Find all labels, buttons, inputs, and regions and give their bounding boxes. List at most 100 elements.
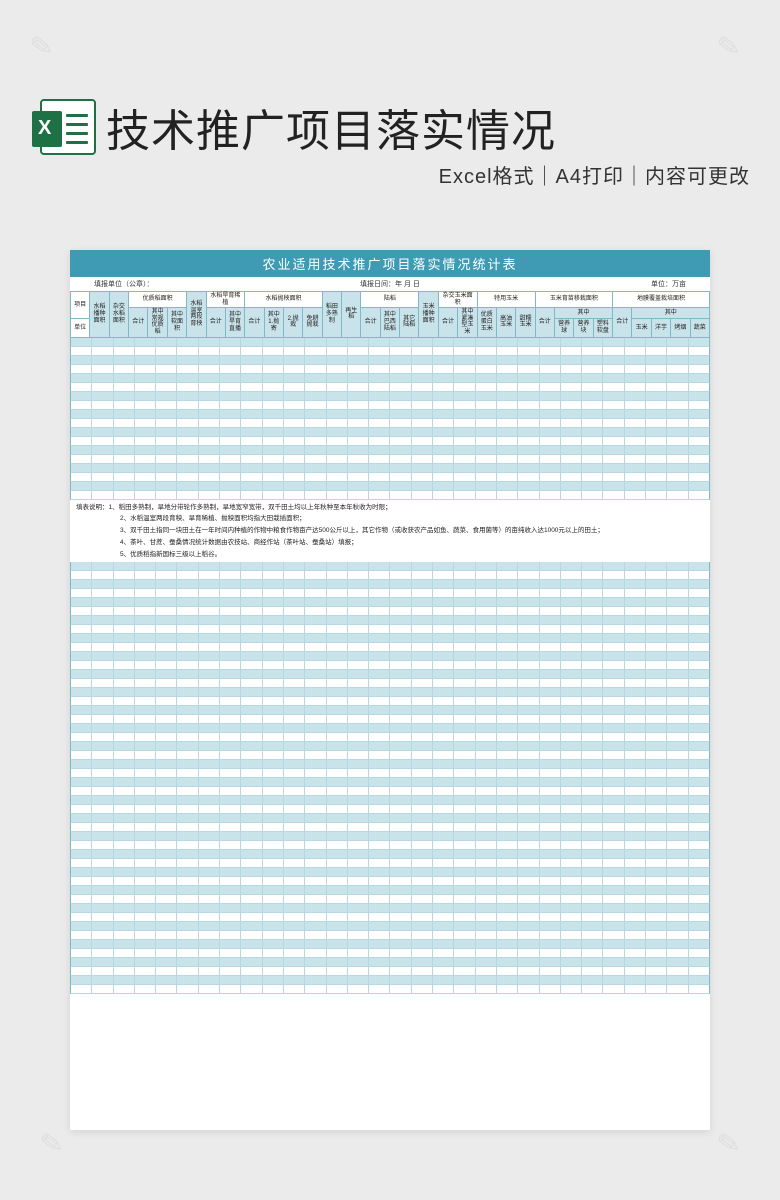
hdr: 其它陆稻	[400, 308, 419, 337]
table-row	[70, 769, 710, 778]
hdr: 免耕抛栽	[303, 308, 322, 337]
table-row	[70, 482, 710, 491]
hdr-unit: 单位	[71, 319, 90, 337]
hdr: 合计	[206, 308, 225, 337]
spreadsheet-preview: 农业适用技术推广项目落实情况统计表 填报单位（公章）： 填报日间：年 月 日 单…	[70, 250, 710, 1130]
table-row	[70, 832, 710, 841]
excel-icon: X	[40, 99, 96, 155]
info-unit: 单位：万亩	[489, 279, 706, 289]
hdr: 特用玉米	[477, 292, 535, 308]
hdr: 其中	[554, 308, 612, 319]
note-text: 4、茶叶、甘蔗、蚕桑情况统计数据由农技站、商经作站（茶叶站、蚕桑站）填报；	[76, 537, 704, 549]
table-row	[70, 958, 710, 967]
table-row	[70, 904, 710, 913]
hdr: 其中1.抛寄	[264, 308, 283, 337]
table-row	[70, 859, 710, 868]
hdr: 蔬菜	[690, 319, 710, 337]
hdr: 地膜覆盖栽培面积	[613, 292, 710, 308]
table-row	[70, 392, 710, 401]
data-rows-top	[70, 338, 710, 500]
table-row	[70, 356, 710, 365]
hdr: 其中软面积	[167, 308, 186, 337]
table-row	[70, 464, 710, 473]
table-row	[70, 419, 710, 428]
hdr: 合计	[613, 308, 632, 337]
hdr: 杂交玉米面积	[438, 292, 477, 308]
table-row	[70, 967, 710, 976]
hdr: 合计	[438, 308, 457, 337]
hdr: 合计	[535, 308, 554, 337]
table-notes: 填表说明：1、稻田多熟制，旱地分带轮作多熟制，旱地宽窄宽带，双千田土均以上年秋种…	[70, 500, 710, 563]
table-row	[70, 410, 710, 419]
table-row	[70, 428, 710, 437]
table-row	[70, 814, 710, 823]
hdr: 合计	[129, 308, 148, 337]
hdr: 2.抛栽	[283, 308, 302, 337]
note-text: 5、优质稻指新国标三级以上稻谷。	[76, 549, 704, 561]
table-row	[70, 571, 710, 580]
hdr: 玉米育苗移栽面积	[535, 292, 612, 308]
hdr: 烤烟	[671, 319, 690, 337]
hdr: 水稻旱育稀植	[206, 292, 245, 308]
hdr-item: 项目	[71, 292, 90, 319]
hdr: 稻田多熟制	[322, 292, 341, 338]
table-row	[70, 733, 710, 742]
notes-label: 填表说明：	[76, 504, 109, 511]
hdr: 其中	[632, 308, 710, 319]
excel-x: X	[38, 117, 51, 140]
table-row	[70, 805, 710, 814]
table-row	[70, 688, 710, 697]
table-row	[70, 841, 710, 850]
table-row	[70, 976, 710, 985]
hdr: 杂交水稻面积	[109, 292, 128, 338]
hdr: 其中紧凑型玉米	[458, 308, 477, 337]
watermark: ✎	[714, 29, 742, 65]
table-row	[70, 634, 710, 643]
table-row	[70, 679, 710, 688]
table-row	[70, 895, 710, 904]
watermark: ✎	[28, 29, 56, 65]
hdr: 水稻抛秧面积	[245, 292, 322, 308]
table-row	[70, 616, 710, 625]
table-row	[70, 877, 710, 886]
table-row	[70, 922, 710, 931]
table-row	[70, 787, 710, 796]
hdr: 营养球	[554, 319, 573, 337]
table-row	[70, 985, 710, 994]
table-row	[70, 715, 710, 724]
table-row	[70, 455, 710, 464]
hdr: 合计	[361, 308, 380, 337]
table-row	[70, 949, 710, 958]
hdr: 塑料软盘	[593, 319, 612, 337]
table-row	[70, 365, 710, 374]
table-info-row: 填报单位（公章）： 填报日间：年 月 日 单位：万亩	[70, 277, 710, 291]
table-row	[70, 670, 710, 679]
page-subtitle: Excel格式｜A4打印｜内容可更改	[439, 160, 750, 189]
table-row	[70, 850, 710, 859]
hdr: 其中巴西陆稻	[380, 308, 399, 337]
table-row	[70, 760, 710, 769]
table-row	[70, 625, 710, 634]
table-row	[70, 562, 710, 571]
hdr: 玉米播种面积	[419, 292, 438, 338]
hdr: 优质蛋白玉米	[477, 308, 496, 337]
hdr: 水稻温室两段育秧	[187, 292, 206, 338]
table-row	[70, 643, 710, 652]
table-row	[70, 931, 710, 940]
table-row	[70, 473, 710, 482]
table-row	[70, 338, 710, 347]
table-row	[70, 697, 710, 706]
data-rows-bottom	[70, 562, 710, 994]
table-row	[70, 446, 710, 455]
table-title: 农业适用技术推广项目落实情况统计表	[70, 250, 710, 277]
table-row	[70, 913, 710, 922]
hdr: 高油玉米	[496, 308, 515, 337]
hdr: 甜糯玉米	[516, 308, 535, 337]
watermark: ✎	[714, 1126, 742, 1162]
table-row	[70, 652, 710, 661]
table-row	[70, 724, 710, 733]
header-table: 项目 水稻播种面积 杂交水稻面积 优质稻面积 水稻温室两段育秧 水稻旱育稀植 水…	[70, 291, 710, 338]
table-row	[70, 580, 710, 589]
table-row	[70, 706, 710, 715]
hdr: 水稻播种面积	[90, 292, 109, 338]
